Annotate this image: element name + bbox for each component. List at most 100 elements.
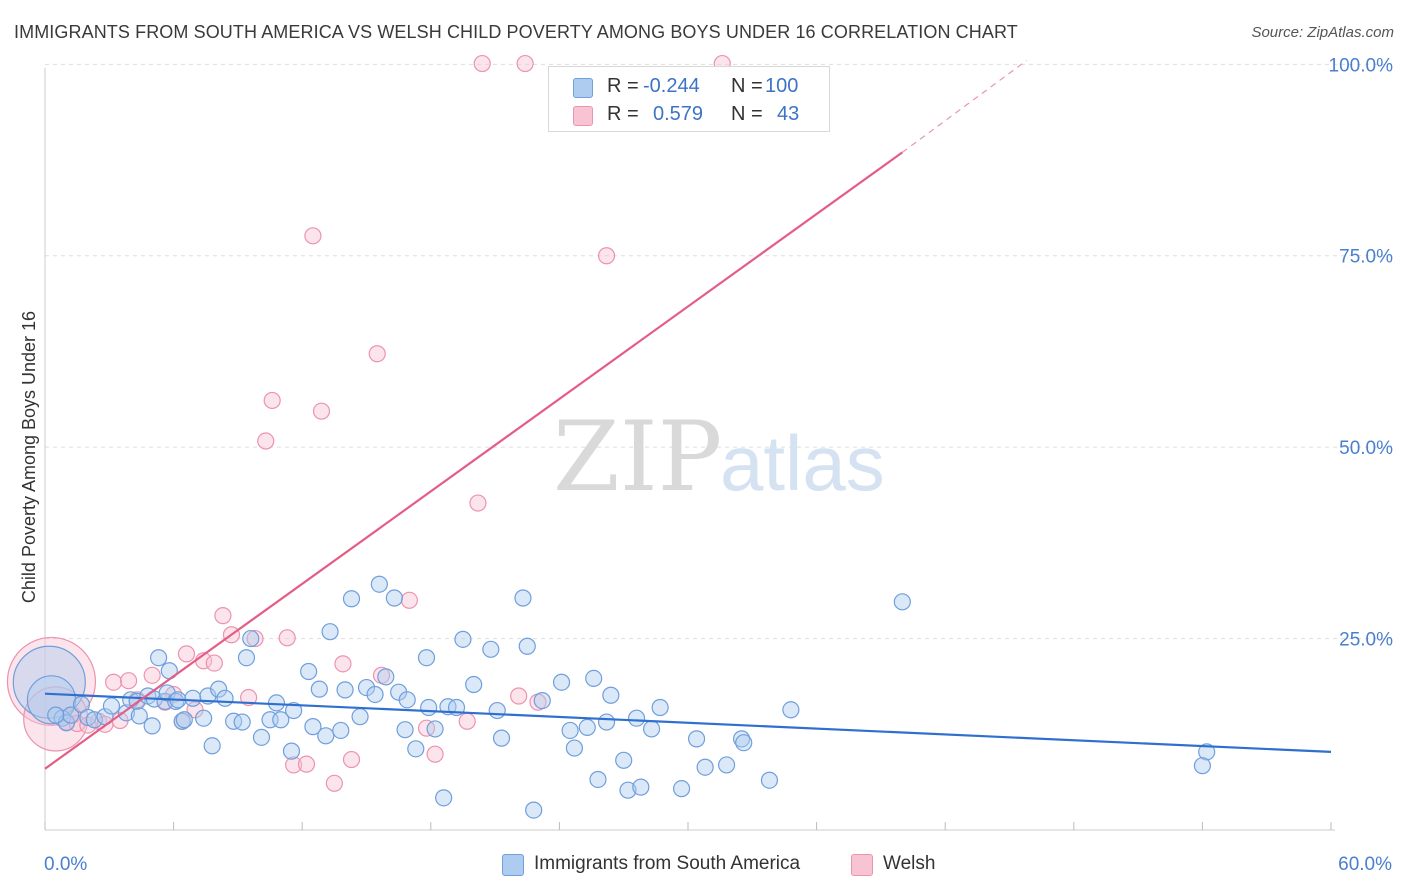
data-point — [687, 730, 706, 748]
data-point — [177, 645, 196, 663]
data-point — [12, 645, 86, 719]
data-point — [246, 629, 264, 648]
data-point — [642, 720, 661, 738]
data-point — [143, 666, 161, 684]
welsh-points — [6, 54, 731, 792]
data-point — [516, 54, 534, 73]
data-point — [407, 740, 425, 758]
data-point — [240, 688, 258, 707]
y-tick-label: 25.0% — [1339, 630, 1393, 651]
axis-layer: Child Poverty Among Boys Under 16 0.0% 6… — [19, 68, 1392, 875]
data-point — [304, 718, 322, 736]
data-point — [585, 669, 603, 687]
trend-line-welsh-extension — [901, 60, 1028, 153]
x-tick-label-0: 0.0% — [44, 854, 87, 875]
data-point — [735, 734, 753, 752]
data-point — [473, 54, 491, 73]
data-point — [317, 727, 335, 745]
data-point — [366, 685, 384, 704]
y-axis-title: Child Poverty Among Boys Under 16 — [19, 311, 39, 603]
data-point — [482, 640, 500, 658]
data-point — [561, 721, 579, 740]
data-point — [398, 691, 416, 709]
watermark: ZIP atlas — [553, 401, 885, 513]
data-point — [465, 675, 483, 694]
watermark-zip: ZIP — [553, 401, 722, 513]
data-point — [615, 751, 633, 769]
data-point — [242, 629, 260, 648]
data-point — [458, 712, 476, 730]
data-point — [205, 654, 223, 672]
chart-title: IMMIGRANTS FROM SOUTH AMERICA VS WELSH C… — [14, 22, 1018, 42]
trend-line-welsh — [44, 151, 903, 770]
data-point — [426, 720, 444, 738]
legend-swatch-blue — [573, 78, 593, 98]
legend-swatch-pink — [573, 106, 593, 126]
data-point — [203, 737, 221, 755]
data-point — [184, 689, 202, 707]
data-point — [310, 680, 328, 698]
bottom-legend-swatch-blue — [502, 854, 524, 876]
data-point — [233, 713, 251, 731]
data-point — [334, 655, 352, 673]
legend-n-value: 43 — [777, 103, 800, 125]
x-tick-label-60: 60.0% — [1338, 854, 1392, 875]
data-point — [488, 701, 506, 720]
data-point — [342, 750, 361, 769]
data-point — [225, 712, 243, 730]
data-point — [420, 698, 438, 717]
immigrants-points — [12, 575, 1216, 819]
data-point — [214, 607, 232, 625]
chart-source: Source: ZipAtlas.com — [1251, 24, 1394, 41]
watermark-atlas: atlas — [720, 419, 885, 507]
data-point — [597, 247, 616, 265]
data-point — [602, 686, 620, 704]
data-point — [760, 771, 779, 789]
data-point — [336, 681, 354, 699]
data-point — [1198, 743, 1216, 761]
data-point — [533, 691, 551, 710]
data-point — [377, 668, 395, 686]
data-point — [62, 706, 80, 724]
data-point — [589, 770, 607, 789]
data-point — [130, 707, 148, 725]
y-tick-labels: 25.0% 50.0% 75.0% 100.0% — [1329, 55, 1394, 650]
data-point — [597, 713, 616, 731]
legend-r-value: 0.579 — [653, 103, 704, 125]
data-point — [195, 709, 213, 727]
data-point — [47, 706, 65, 724]
legend-r-label: R = — [607, 103, 639, 125]
data-point — [300, 662, 318, 681]
data-point — [263, 391, 281, 410]
data-point — [297, 755, 316, 773]
data-point — [370, 575, 388, 593]
y-tick-label: 50.0% — [1339, 438, 1393, 459]
data-point — [278, 629, 296, 647]
data-point — [525, 801, 543, 819]
bottom-legend-label: Welsh — [883, 853, 936, 874]
data-point — [342, 590, 361, 608]
legend-r-value: -0.244 — [643, 75, 700, 97]
data-point — [325, 774, 343, 792]
data-point — [565, 739, 584, 757]
trend-line-immigrants — [44, 692, 1332, 753]
data-point — [627, 709, 646, 727]
bottom-legend-label: Immigrants from South America — [534, 853, 801, 874]
data-point — [175, 711, 193, 729]
data-point — [216, 689, 234, 707]
legend-r-label: R = — [607, 75, 639, 97]
data-point — [396, 721, 414, 739]
data-point — [782, 701, 800, 719]
trend-lines — [44, 60, 1332, 770]
data-point — [321, 623, 339, 641]
data-point — [312, 402, 331, 420]
legend-n-label: N = — [731, 75, 763, 97]
data-point — [285, 756, 303, 774]
data-point — [285, 701, 303, 720]
data-point — [435, 789, 453, 807]
data-point — [578, 718, 596, 736]
data-point — [102, 697, 121, 715]
data-point — [332, 721, 350, 740]
bottom-legend-swatch-pink — [851, 854, 873, 876]
